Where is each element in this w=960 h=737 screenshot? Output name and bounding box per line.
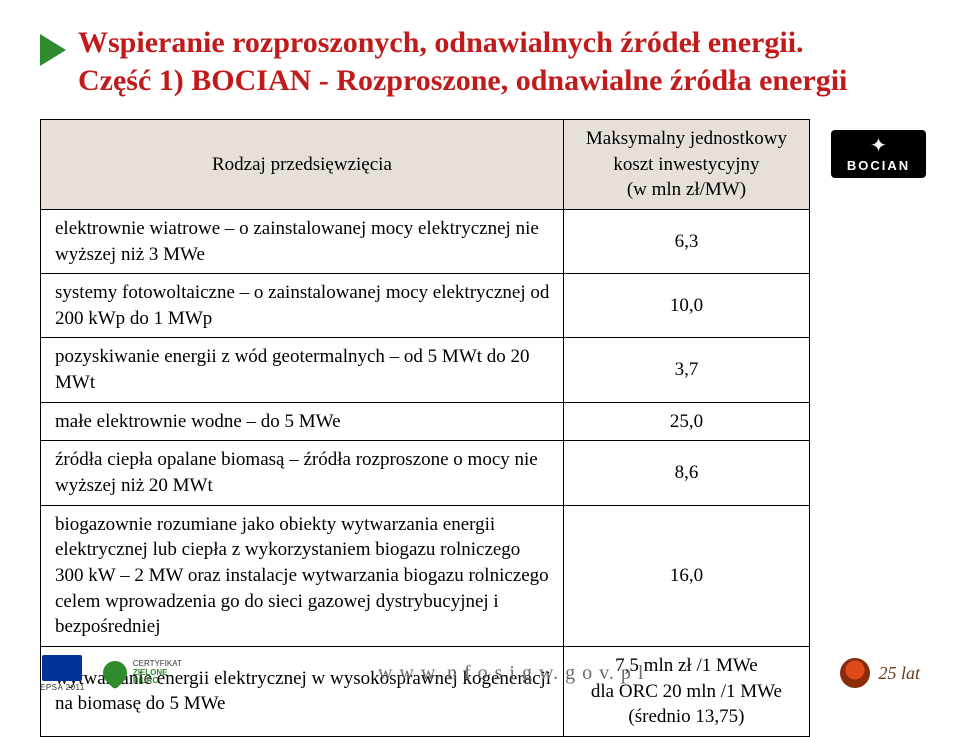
slide-title-row: Wspieranie rozproszonych, odnawialnych ź… — [40, 24, 920, 99]
row-val: 16,0 — [563, 505, 809, 646]
row-desc: elektrownie wiatrowe – o zainstalowanej … — [41, 209, 564, 273]
row-val: 3,7 — [563, 338, 809, 402]
table-wrap: Rodzaj przedsięwzięcia Maksymalny jednos… — [40, 119, 810, 737]
epsa-label: EPSA 2011 — [40, 683, 85, 692]
footer-url: w w w. n f o s i g w. g o v. p l — [182, 662, 841, 685]
cert-line3: BIURO — [133, 677, 182, 686]
header-col-val-text: Maksymalny jednostkowy koszt inwestycyjn… — [586, 128, 787, 200]
table-row: źródła ciepła opalane biomasą – źródła r… — [41, 441, 810, 505]
row-desc: pozyskiwanie energii z wód geotermalnych… — [41, 338, 564, 402]
row-val: 25,0 — [563, 402, 809, 441]
row-val: 10,0 — [563, 274, 809, 338]
row-val: 8,6 — [563, 441, 809, 505]
row-val: 6,3 — [563, 209, 809, 273]
table-header-row: Rodzaj przedsięwzięcia Maksymalny jednos… — [41, 120, 810, 210]
slide-title: Wspieranie rozproszonych, odnawialnych ź… — [78, 24, 847, 99]
header-col-desc: Rodzaj przedsięwzięcia — [41, 120, 564, 210]
table-row: pozyskiwanie energii z wód geotermalnych… — [41, 338, 810, 402]
footer-right: 25 lat — [840, 658, 920, 688]
leaf-icon — [98, 656, 132, 690]
epsa-badge: EPSA 2011 — [40, 655, 85, 692]
row-desc: źródła ciepła opalane biomasą – źródła r… — [41, 441, 564, 505]
row-desc: systemy fotowoltaiczne – o zainstalowane… — [41, 274, 564, 338]
title-line1: Wspieranie rozproszonych, odnawialnych ź… — [78, 26, 804, 59]
bocian-logo-text: BOCIAN — [847, 158, 910, 173]
content-area: Rodzaj przedsięwzięcia Maksymalny jednos… — [40, 119, 920, 737]
header-col-val: Maksymalny jednostkowy koszt inwestycyjn… — [563, 120, 809, 210]
anniversary-icon — [840, 658, 870, 688]
footer-left: EPSA 2011 CERTYFIKAT ZIELONE BIURO — [40, 655, 182, 692]
table-row: systemy fotowoltaiczne – o zainstalowane… — [41, 274, 810, 338]
bocian-logo: ✦ BOCIAN — [831, 130, 926, 178]
investment-table: Rodzaj przedsięwzięcia Maksymalny jednos… — [40, 119, 810, 737]
cert-badge: CERTYFIKAT ZIELONE BIURO — [103, 660, 182, 686]
cert-text: CERTYFIKAT ZIELONE BIURO — [133, 660, 182, 686]
table-row: małe elektrownie wodne – do 5 MWe25,0 — [41, 402, 810, 441]
epsa-flag-icon — [42, 655, 82, 681]
title-line2: Część 1) BOCIAN - Rozproszone, odnawialn… — [78, 64, 847, 97]
row-desc: małe elektrownie wodne – do 5 MWe — [41, 402, 564, 441]
table-row: biogazownie rozumiane jako obiekty wytwa… — [41, 505, 810, 646]
footer: EPSA 2011 CERTYFIKAT ZIELONE BIURO w w w… — [0, 651, 960, 705]
title-arrow-icon — [40, 34, 66, 66]
table-row: elektrownie wiatrowe – o zainstalowanej … — [41, 209, 810, 273]
row-desc: biogazownie rozumiane jako obiekty wytwa… — [41, 505, 564, 646]
anniversary-text: 25 lat — [878, 663, 920, 684]
stork-icon: ✦ — [870, 136, 887, 156]
